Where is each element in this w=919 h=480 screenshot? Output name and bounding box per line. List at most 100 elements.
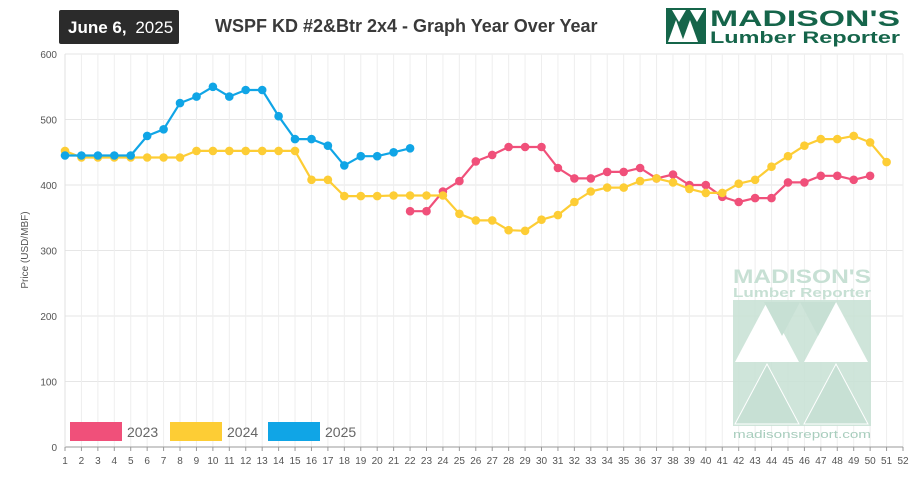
data-point-2023[interactable] bbox=[668, 170, 678, 179]
data-point-2023[interactable] bbox=[619, 167, 628, 177]
data-point-2024[interactable] bbox=[356, 191, 366, 201]
data-point-2024[interactable] bbox=[767, 162, 776, 171]
data-point-2025[interactable] bbox=[274, 111, 283, 121]
data-point-2024[interactable] bbox=[257, 146, 267, 156]
data-point-2024[interactable] bbox=[520, 226, 530, 236]
data-point-2023[interactable] bbox=[701, 180, 711, 190]
data-point-2024[interactable] bbox=[504, 225, 513, 235]
data-point-2024[interactable] bbox=[849, 131, 858, 141]
data-point-2025[interactable] bbox=[208, 82, 218, 92]
data-point-2023[interactable] bbox=[504, 142, 513, 152]
data-point-2023[interactable] bbox=[405, 206, 415, 216]
data-point-2024[interactable] bbox=[865, 138, 875, 147]
data-point-2025[interactable] bbox=[110, 151, 119, 160]
data-point-2024[interactable] bbox=[750, 175, 760, 185]
series-line-2025 bbox=[65, 85, 411, 167]
data-point-2024[interactable] bbox=[241, 146, 250, 156]
data-point-2025[interactable] bbox=[126, 151, 135, 160]
data-point-2023[interactable] bbox=[422, 206, 431, 216]
data-point-2024[interactable] bbox=[142, 153, 152, 162]
data-point-2024[interactable] bbox=[455, 209, 464, 219]
data-point-2025[interactable] bbox=[225, 92, 234, 101]
data-point-2023[interactable] bbox=[833, 171, 842, 181]
data-point-2024[interactable] bbox=[619, 183, 628, 192]
data-point-2024[interactable] bbox=[570, 197, 579, 207]
data-point-2024[interactable] bbox=[668, 178, 678, 187]
data-point-2023[interactable] bbox=[455, 176, 464, 186]
data-point-2023[interactable] bbox=[635, 163, 645, 173]
data-point-2024[interactable] bbox=[882, 157, 891, 167]
data-point-2024[interactable] bbox=[274, 146, 283, 156]
data-point-2023[interactable] bbox=[767, 193, 776, 203]
data-point-2024[interactable] bbox=[372, 191, 382, 201]
data-point-2025[interactable] bbox=[389, 148, 398, 157]
data-point-2024[interactable] bbox=[833, 134, 842, 144]
data-point-2024[interactable] bbox=[389, 191, 398, 200]
data-point-2023[interactable] bbox=[783, 178, 793, 187]
data-point-2023[interactable] bbox=[586, 174, 596, 183]
data-point-2023[interactable] bbox=[750, 193, 760, 203]
data-point-2025[interactable] bbox=[159, 125, 168, 134]
data-point-2024[interactable] bbox=[783, 151, 793, 161]
data-point-2024[interactable] bbox=[422, 191, 431, 200]
data-point-2024[interactable] bbox=[537, 215, 546, 224]
data-point-2023[interactable] bbox=[602, 167, 612, 177]
data-point-2025[interactable] bbox=[60, 151, 70, 160]
data-point-2024[interactable] bbox=[290, 146, 300, 156]
data-point-2024[interactable] bbox=[487, 216, 497, 225]
data-point-2025[interactable] bbox=[340, 161, 349, 170]
data-point-2024[interactable] bbox=[718, 188, 727, 198]
data-point-2024[interactable] bbox=[438, 191, 448, 200]
data-point-2024[interactable] bbox=[586, 187, 596, 196]
data-point-2025[interactable] bbox=[307, 134, 316, 144]
date-year: 2025 bbox=[135, 18, 173, 37]
data-point-2025[interactable] bbox=[241, 85, 250, 95]
data-point-2023[interactable] bbox=[800, 178, 809, 187]
data-point-2024[interactable] bbox=[734, 179, 743, 188]
data-point-2025[interactable] bbox=[405, 144, 415, 153]
data-point-2024[interactable] bbox=[816, 134, 826, 144]
legend-item-2023[interactable]: 2023 bbox=[70, 422, 158, 441]
data-point-2023[interactable] bbox=[553, 163, 563, 173]
data-point-2024[interactable] bbox=[652, 174, 661, 183]
legend-item-2024[interactable]: 2024 bbox=[170, 422, 258, 441]
data-point-2024[interactable] bbox=[635, 176, 645, 186]
data-point-2025[interactable] bbox=[356, 151, 366, 161]
data-point-2024[interactable] bbox=[800, 141, 809, 150]
data-point-2024[interactable] bbox=[602, 183, 612, 192]
data-point-2023[interactable] bbox=[865, 171, 875, 181]
data-point-2025[interactable] bbox=[77, 151, 86, 160]
data-point-2024[interactable] bbox=[159, 153, 168, 162]
data-point-2023[interactable] bbox=[487, 150, 497, 160]
data-point-2023[interactable] bbox=[734, 197, 743, 207]
data-point-2025[interactable] bbox=[257, 85, 267, 95]
data-point-2024[interactable] bbox=[553, 210, 563, 220]
data-point-2024[interactable] bbox=[192, 146, 201, 156]
data-point-2025[interactable] bbox=[142, 131, 152, 141]
data-point-2023[interactable] bbox=[816, 171, 826, 181]
data-point-2024[interactable] bbox=[405, 191, 415, 200]
data-point-2024[interactable] bbox=[175, 153, 185, 162]
x-tick-label: 16 bbox=[306, 456, 318, 467]
data-point-2025[interactable] bbox=[192, 92, 201, 101]
data-point-2023[interactable] bbox=[849, 175, 858, 185]
data-point-2023[interactable] bbox=[537, 142, 546, 152]
legend-item-2025[interactable]: 2025 bbox=[268, 422, 356, 441]
data-point-2024[interactable] bbox=[471, 216, 481, 225]
data-point-2023[interactable] bbox=[520, 142, 530, 152]
data-point-2023[interactable] bbox=[570, 174, 579, 183]
x-tick-label: 4 bbox=[112, 456, 118, 467]
data-point-2024[interactable] bbox=[701, 188, 711, 198]
data-point-2024[interactable] bbox=[208, 146, 218, 156]
data-point-2025[interactable] bbox=[93, 151, 103, 160]
data-point-2025[interactable] bbox=[175, 98, 185, 108]
data-point-2024[interactable] bbox=[340, 191, 349, 201]
data-point-2025[interactable] bbox=[372, 151, 382, 161]
data-point-2025[interactable] bbox=[323, 141, 333, 150]
data-point-2025[interactable] bbox=[290, 134, 300, 144]
data-point-2024[interactable] bbox=[323, 175, 333, 185]
data-point-2023[interactable] bbox=[471, 157, 481, 166]
data-point-2024[interactable] bbox=[225, 146, 234, 156]
data-point-2024[interactable] bbox=[685, 184, 694, 194]
data-point-2024[interactable] bbox=[307, 175, 316, 185]
